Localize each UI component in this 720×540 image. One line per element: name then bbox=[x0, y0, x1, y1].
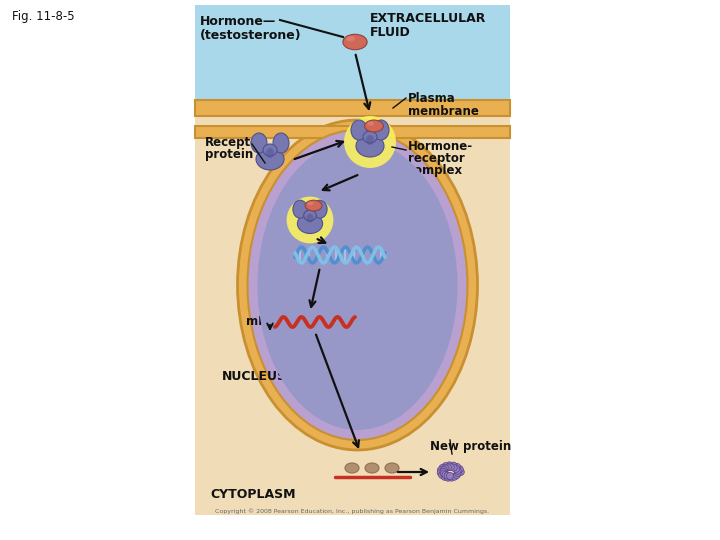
Ellipse shape bbox=[251, 133, 267, 153]
Circle shape bbox=[447, 464, 454, 471]
Text: protein: protein bbox=[205, 148, 253, 161]
Text: New protein: New protein bbox=[430, 440, 511, 453]
Ellipse shape bbox=[356, 135, 384, 157]
Ellipse shape bbox=[307, 214, 314, 222]
Ellipse shape bbox=[266, 148, 274, 158]
Circle shape bbox=[454, 469, 462, 476]
Text: CYTOPLASM: CYTOPLASM bbox=[210, 488, 295, 501]
Text: FLUID: FLUID bbox=[370, 26, 410, 39]
Circle shape bbox=[454, 463, 461, 470]
Circle shape bbox=[451, 473, 458, 480]
Bar bbox=[195, 5, 510, 100]
Text: Hormone—: Hormone— bbox=[200, 15, 276, 28]
Text: membrane: membrane bbox=[408, 105, 479, 118]
Circle shape bbox=[444, 474, 451, 481]
Text: mRNA: mRNA bbox=[246, 315, 287, 328]
Circle shape bbox=[454, 471, 460, 478]
Circle shape bbox=[441, 473, 448, 480]
Bar bbox=[195, 126, 510, 138]
Ellipse shape bbox=[256, 148, 284, 170]
Circle shape bbox=[457, 469, 464, 476]
Circle shape bbox=[437, 469, 444, 476]
Ellipse shape bbox=[248, 130, 467, 440]
Circle shape bbox=[446, 472, 454, 480]
Text: EXTRACELLULAR: EXTRACELLULAR bbox=[370, 12, 487, 25]
Ellipse shape bbox=[307, 201, 314, 205]
Ellipse shape bbox=[287, 197, 333, 244]
Circle shape bbox=[440, 468, 447, 475]
Ellipse shape bbox=[346, 36, 355, 42]
Circle shape bbox=[441, 467, 447, 474]
Circle shape bbox=[446, 462, 453, 469]
Ellipse shape bbox=[351, 120, 367, 140]
Ellipse shape bbox=[263, 144, 277, 156]
Text: receptor: receptor bbox=[408, 152, 464, 165]
Ellipse shape bbox=[293, 200, 307, 218]
Circle shape bbox=[450, 462, 457, 469]
Ellipse shape bbox=[258, 140, 457, 430]
Ellipse shape bbox=[305, 200, 322, 211]
Circle shape bbox=[453, 465, 459, 472]
Circle shape bbox=[442, 463, 449, 470]
Text: Copyright © 2008 Pearson Education, Inc., publishing as Pearson Benjamin Cumming: Copyright © 2008 Pearson Education, Inc.… bbox=[215, 508, 490, 514]
Text: Hormone-: Hormone- bbox=[408, 140, 473, 153]
Ellipse shape bbox=[344, 116, 396, 168]
Circle shape bbox=[450, 464, 457, 471]
Circle shape bbox=[444, 464, 451, 471]
Text: Fig. 11-8-5: Fig. 11-8-5 bbox=[12, 10, 75, 23]
Circle shape bbox=[456, 465, 463, 472]
Ellipse shape bbox=[238, 120, 477, 450]
Ellipse shape bbox=[385, 463, 399, 473]
Circle shape bbox=[444, 472, 451, 479]
Text: NUCLEUS: NUCLEUS bbox=[222, 370, 287, 383]
Circle shape bbox=[448, 474, 455, 481]
Circle shape bbox=[442, 471, 449, 478]
Circle shape bbox=[442, 465, 449, 472]
Ellipse shape bbox=[373, 120, 389, 140]
Text: Plasma: Plasma bbox=[408, 92, 456, 105]
Circle shape bbox=[439, 464, 446, 471]
Ellipse shape bbox=[365, 463, 379, 473]
Ellipse shape bbox=[312, 200, 327, 218]
Circle shape bbox=[454, 467, 461, 474]
Ellipse shape bbox=[366, 135, 374, 145]
Circle shape bbox=[437, 467, 444, 474]
Ellipse shape bbox=[304, 210, 316, 221]
Bar bbox=[195, 100, 510, 116]
Text: (testosterone): (testosterone) bbox=[200, 29, 302, 42]
Text: complex: complex bbox=[408, 164, 463, 177]
Ellipse shape bbox=[367, 122, 374, 126]
Ellipse shape bbox=[273, 133, 289, 153]
Circle shape bbox=[441, 470, 448, 477]
Ellipse shape bbox=[363, 131, 377, 143]
Circle shape bbox=[438, 471, 446, 478]
Bar bbox=[195, 5, 510, 515]
Ellipse shape bbox=[343, 35, 367, 50]
Ellipse shape bbox=[345, 463, 359, 473]
Ellipse shape bbox=[364, 120, 383, 132]
Text: Receptor: Receptor bbox=[205, 136, 265, 149]
Ellipse shape bbox=[297, 214, 323, 233]
Text: DNA: DNA bbox=[400, 246, 429, 259]
